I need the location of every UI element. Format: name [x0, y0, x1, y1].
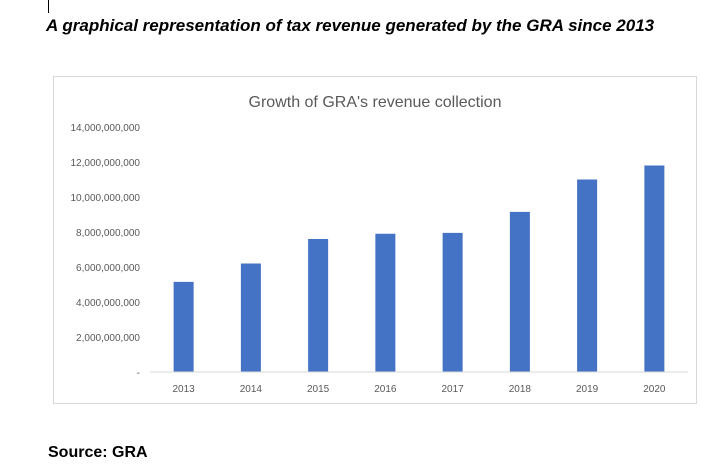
text-cursor: [48, 0, 49, 13]
x-tick-label: 2017: [442, 384, 465, 395]
x-tick-label: 2020: [643, 384, 666, 395]
page-heading: A graphical representation of tax revenu…: [46, 16, 655, 35]
y-tick-label: 12,000,000,000: [70, 158, 140, 169]
bar-2016: [375, 233, 396, 372]
bar-2017: [442, 232, 463, 372]
x-tick-label: 2015: [307, 384, 330, 395]
y-tick-label: 10,000,000,000: [70, 193, 140, 204]
y-tick-label: 4,000,000,000: [76, 298, 140, 309]
bar-2015: [308, 239, 329, 372]
y-tick-label: -: [137, 368, 140, 379]
x-tick-label: 2019: [576, 384, 599, 395]
y-tick-label: 14,000,000,000: [70, 123, 140, 134]
y-tick-label: 6,000,000,000: [76, 263, 140, 274]
bar-chart: Growth of GRA's revenue collection - 2,00…: [70, 94, 688, 395]
bars-group: [173, 165, 665, 372]
chart-container: Growth of GRA's revenue collection - 2,00…: [53, 76, 697, 404]
y-tick-label: 8,000,000,000: [76, 228, 140, 239]
chart-title: Growth of GRA's revenue collection: [249, 94, 502, 111]
x-tick-label: 2013: [173, 384, 196, 395]
x-tick-label: 2014: [240, 384, 263, 395]
bar-2020: [644, 165, 665, 372]
x-axis-ticks: 2013 2014 2015 2016 2017 2018 2019 2020: [173, 384, 666, 395]
bar-2019: [577, 179, 598, 372]
bar-2018: [509, 211, 530, 372]
y-axis-ticks: - 2,000,000,000 4,000,000,000 6,000,000,000…: [70, 123, 140, 379]
source-note: Source: GRA: [48, 444, 148, 461]
x-tick-label: 2016: [374, 384, 397, 395]
bar-2014: [240, 263, 261, 372]
x-tick-label: 2018: [509, 384, 532, 395]
bar-2013: [173, 281, 194, 372]
y-tick-label: 2,000,000,000: [76, 333, 140, 344]
